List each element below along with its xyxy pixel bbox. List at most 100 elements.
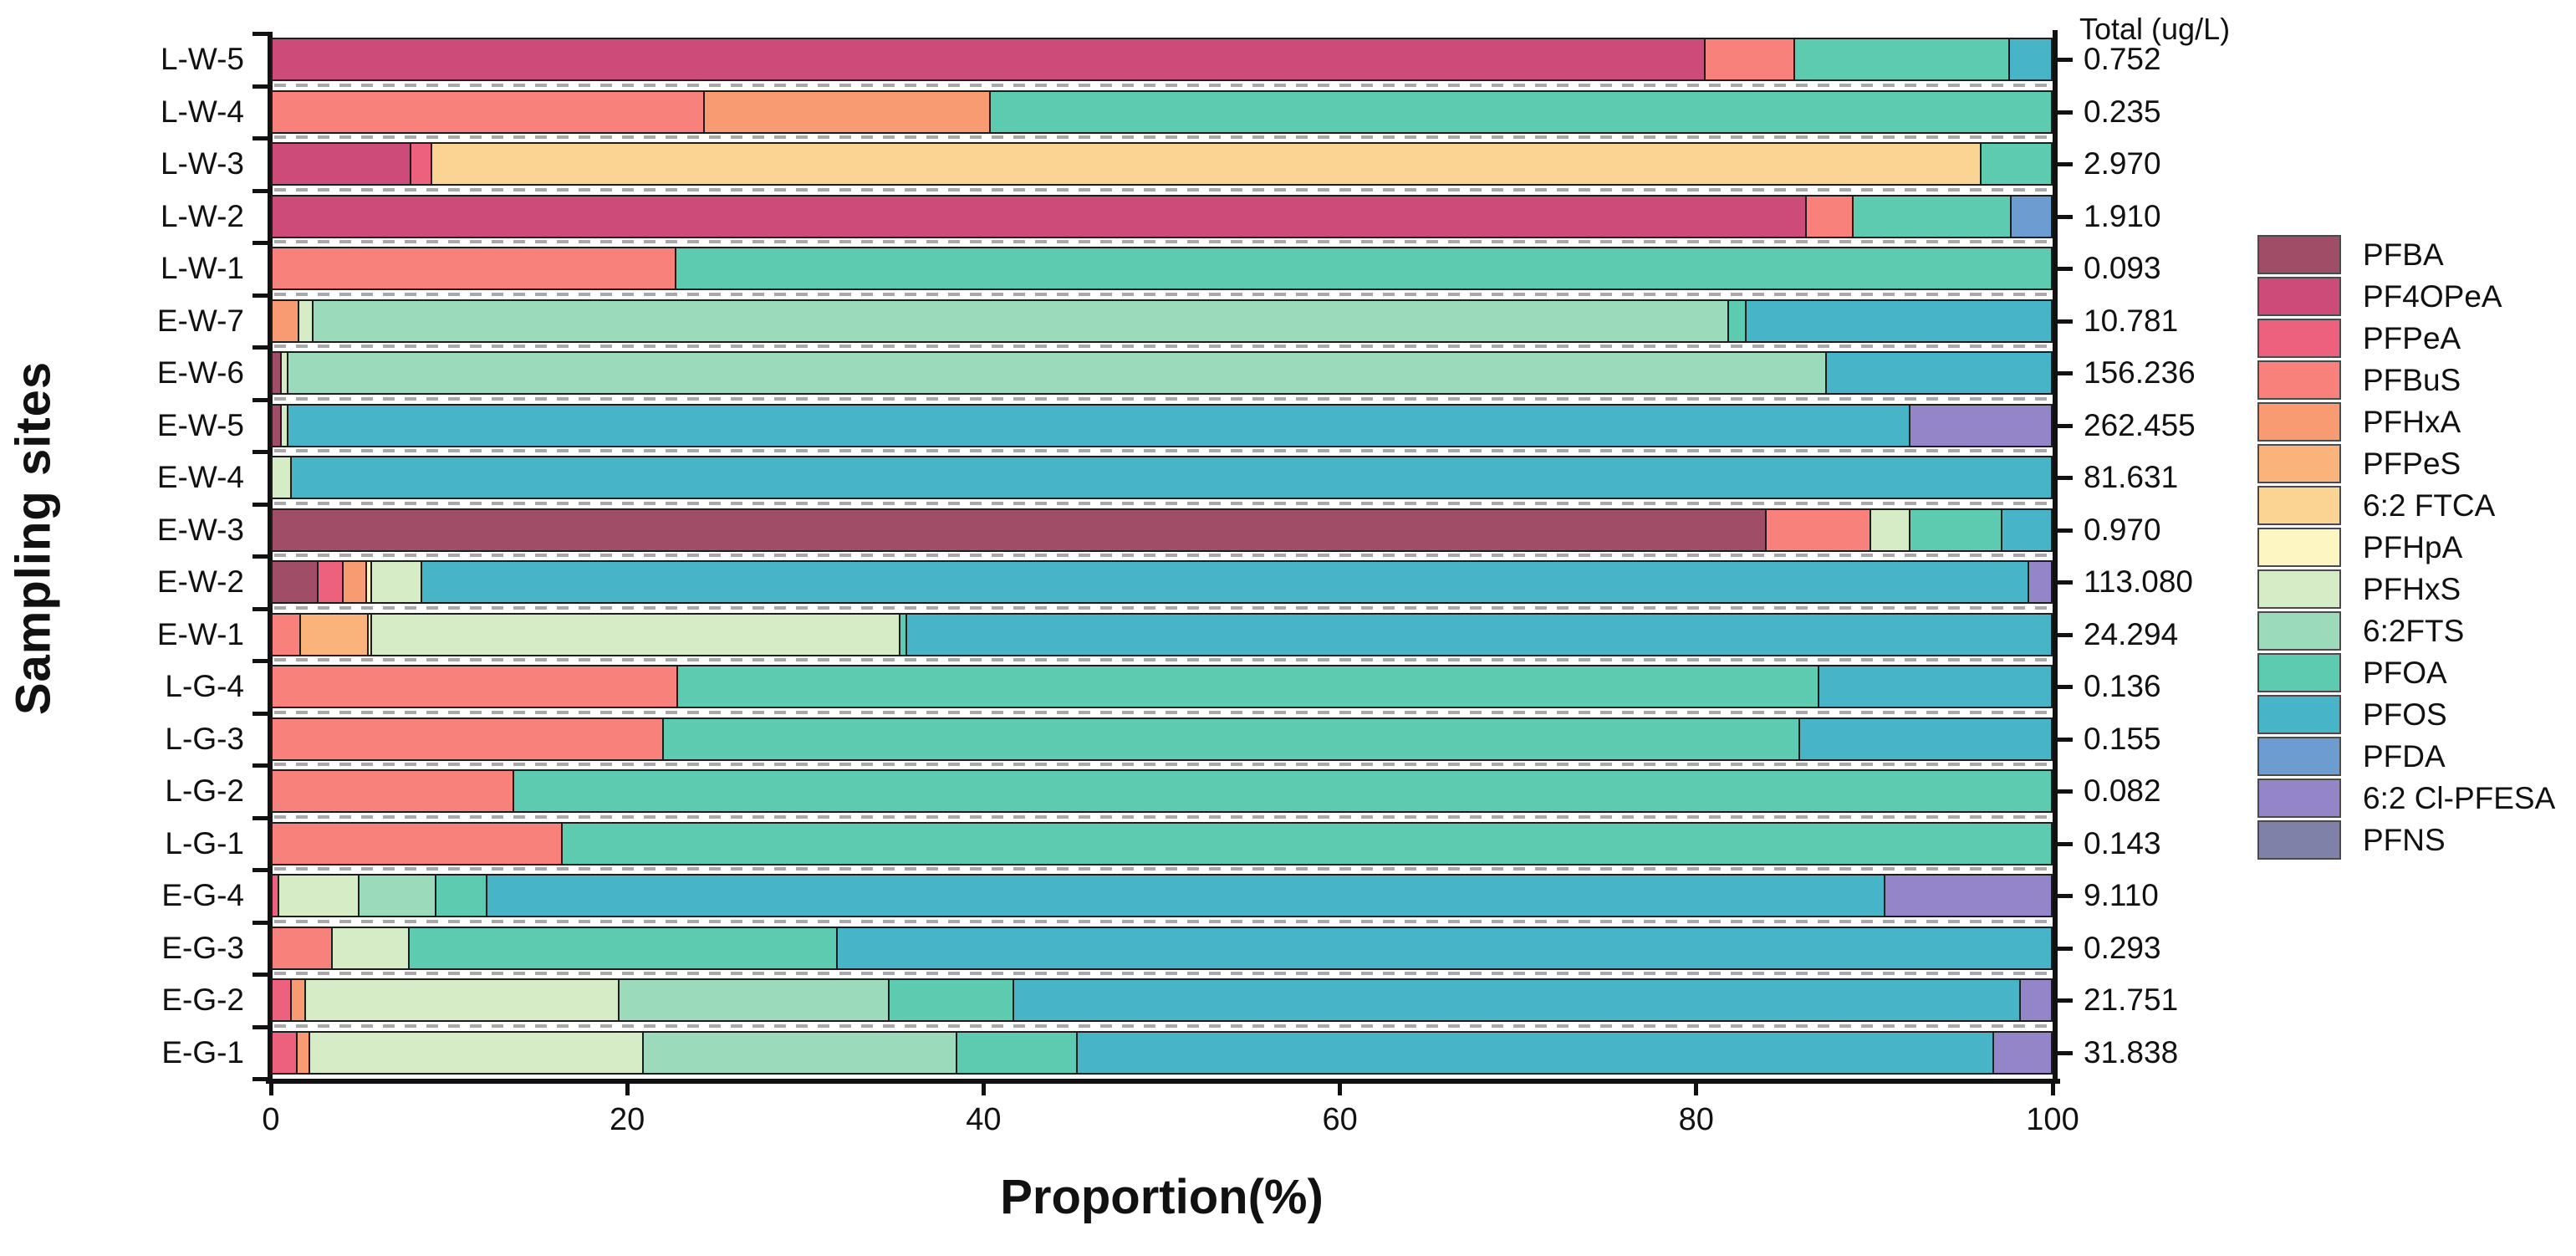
stacked-bar-E-W-2 xyxy=(271,560,2053,604)
total-value-E-G-3: 0.293 xyxy=(2084,930,2161,965)
right-axis-tick xyxy=(2058,528,2073,533)
row-separator xyxy=(274,449,2049,452)
y-axis-labels: L-W-5 L-W-4 L-W-3 L-W-2 L-W-1 E-W-7 E-W-6 E-W-5… xyxy=(0,33,244,1079)
bar-segment-PFOA xyxy=(989,91,2051,132)
total-value-L-W-4: 0.235 xyxy=(2084,94,2161,129)
y-axis-tick xyxy=(252,84,271,89)
bar-segment-PFPeA xyxy=(409,144,431,184)
right-axis-tick xyxy=(2058,110,2073,115)
bar-segment-PFHxS xyxy=(370,562,421,602)
bar-segment-PFHpA xyxy=(365,562,370,602)
bar-segment-PFHxA xyxy=(295,1032,309,1073)
total-value-E-G-4: 9.110 xyxy=(2084,878,2159,912)
site-label-L-W-3: L-W-3 xyxy=(160,146,244,181)
stacked-bar-E-G-3 xyxy=(271,926,2053,970)
bar-segment-PFBA xyxy=(273,509,1765,550)
bar-segment-PFHxA xyxy=(702,91,990,132)
right-axis-tick xyxy=(2058,894,2073,898)
legend-swatch-6:2 Cl-PFESA xyxy=(2257,779,2341,818)
stacked-bar-L-G-3 xyxy=(271,717,2053,761)
row-separator xyxy=(274,919,2049,923)
bar-segment-PFOS xyxy=(1076,1032,1992,1073)
row-separator xyxy=(274,554,2049,557)
stacked-bar-L-W-3 xyxy=(271,142,2053,186)
y-axis-tick xyxy=(252,293,271,298)
y-axis-tick xyxy=(252,1077,271,1081)
site-label-L-G-1: L-G-1 xyxy=(165,825,244,860)
legend-swatch-6:2FTS xyxy=(2257,611,2341,651)
bar-segment-PFOS xyxy=(1012,980,2019,1020)
site-label-E-W-3: E-W-3 xyxy=(156,512,244,547)
site-label-E-G-4: E-G-4 xyxy=(161,878,244,912)
bar-segment-PFBuS xyxy=(1704,39,1793,79)
site-label-L-W-4: L-W-4 xyxy=(160,94,244,129)
site-label-L-W-2: L-W-2 xyxy=(160,198,244,233)
legend-label: PF4OPeA xyxy=(2363,278,2502,314)
stacked-bar-E-G-2 xyxy=(271,978,2053,1022)
stacked-bar-E-W-7 xyxy=(271,299,2053,343)
bar-segment-PFOA xyxy=(1851,196,2011,237)
bar-segment-PFOS xyxy=(836,927,2051,968)
bar-segment-PFOS xyxy=(905,614,2051,655)
bar-segment-6:2 Cl-PFESA xyxy=(1992,1032,2051,1073)
bar-segment-6:2FTS xyxy=(617,980,888,1020)
total-value-E-W-4: 81.631 xyxy=(2084,460,2179,494)
total-values-column: 0.752 0.235 2.970 1.910 0.093 10.781 156.236 26… xyxy=(2084,33,2301,1079)
y-axis-tick xyxy=(252,345,271,350)
right-axis-tick xyxy=(2058,319,2073,324)
bar-segment-PFBuS xyxy=(273,718,662,759)
site-label-L-W-5: L-W-5 xyxy=(160,42,244,76)
legend-swatch-PFPeA xyxy=(2257,319,2341,358)
bar-segment-PFPeA xyxy=(273,876,278,916)
y-axis-tick xyxy=(252,920,271,925)
x-tick-label: 0 xyxy=(262,1102,280,1137)
site-label-E-W-2: E-W-2 xyxy=(156,564,244,599)
bar-segment-PFDA xyxy=(2010,196,2051,237)
right-axis-tick xyxy=(2058,162,2073,166)
bar-segment-PFHxA xyxy=(341,562,365,602)
row-separator xyxy=(274,710,2049,714)
y-axis-tick xyxy=(252,136,271,140)
plot-area xyxy=(252,32,2073,1081)
x-tick-label: 80 xyxy=(1678,1102,1714,1137)
row-separator xyxy=(274,972,2049,975)
right-axis-tick xyxy=(2058,1050,2073,1055)
site-label-E-G-2: E-G-2 xyxy=(161,983,244,1017)
total-value-L-G-2: 0.082 xyxy=(2084,774,2161,808)
x-axis-tick xyxy=(268,1079,273,1095)
legend-item: PF4OPeA xyxy=(2257,277,2555,316)
legend-swatch-PFPeS xyxy=(2257,444,2341,483)
legend-label: PFHxA xyxy=(2363,404,2461,439)
legend-item: PFPeA xyxy=(2257,319,2555,358)
stacked-bar-L-W-2 xyxy=(271,194,2053,238)
site-label-L-G-2: L-G-2 xyxy=(165,774,244,808)
total-value-L-W-5: 0.752 xyxy=(2084,42,2161,76)
total-value-L-W-3: 2.970 xyxy=(2084,146,2161,181)
y-axis-tick xyxy=(252,1024,271,1029)
bar-segment-PFBuS xyxy=(273,771,513,811)
stacked-bar-E-W-3 xyxy=(271,508,2053,552)
stacked-bar-E-W-4 xyxy=(271,456,2053,499)
x-axis-ticks: 0 20 40 60 80 100 xyxy=(262,1079,2079,1154)
y-axis-tick xyxy=(252,606,271,611)
bar-segment-PFOA xyxy=(513,771,2051,811)
legend-swatch-PFOA xyxy=(2257,653,2341,692)
right-axis-line xyxy=(2053,30,2058,1083)
stacked-bar-L-W-1 xyxy=(271,247,2053,290)
site-label-E-W-6: E-W-6 xyxy=(156,355,244,390)
legend-item: PFPeS xyxy=(2257,444,2555,483)
row-separator xyxy=(274,240,2049,243)
total-value-E-W-7: 10.781 xyxy=(2084,303,2179,338)
row-separator xyxy=(274,345,2049,348)
right-axis-tick xyxy=(2058,476,2073,480)
bar-segment-PFOS xyxy=(1745,300,2051,341)
bar-segment-PFBuS xyxy=(1764,509,1870,550)
bar-segment-PFBuS xyxy=(273,91,703,132)
y-axis-tick xyxy=(252,659,271,663)
stacked-bar-L-W-4 xyxy=(271,89,2053,134)
legend-label: PFOS xyxy=(2363,697,2447,732)
y-axis-tick xyxy=(252,763,271,768)
x-axis-tick xyxy=(1694,1079,1699,1095)
bar-segment-PFHxS xyxy=(370,614,899,655)
